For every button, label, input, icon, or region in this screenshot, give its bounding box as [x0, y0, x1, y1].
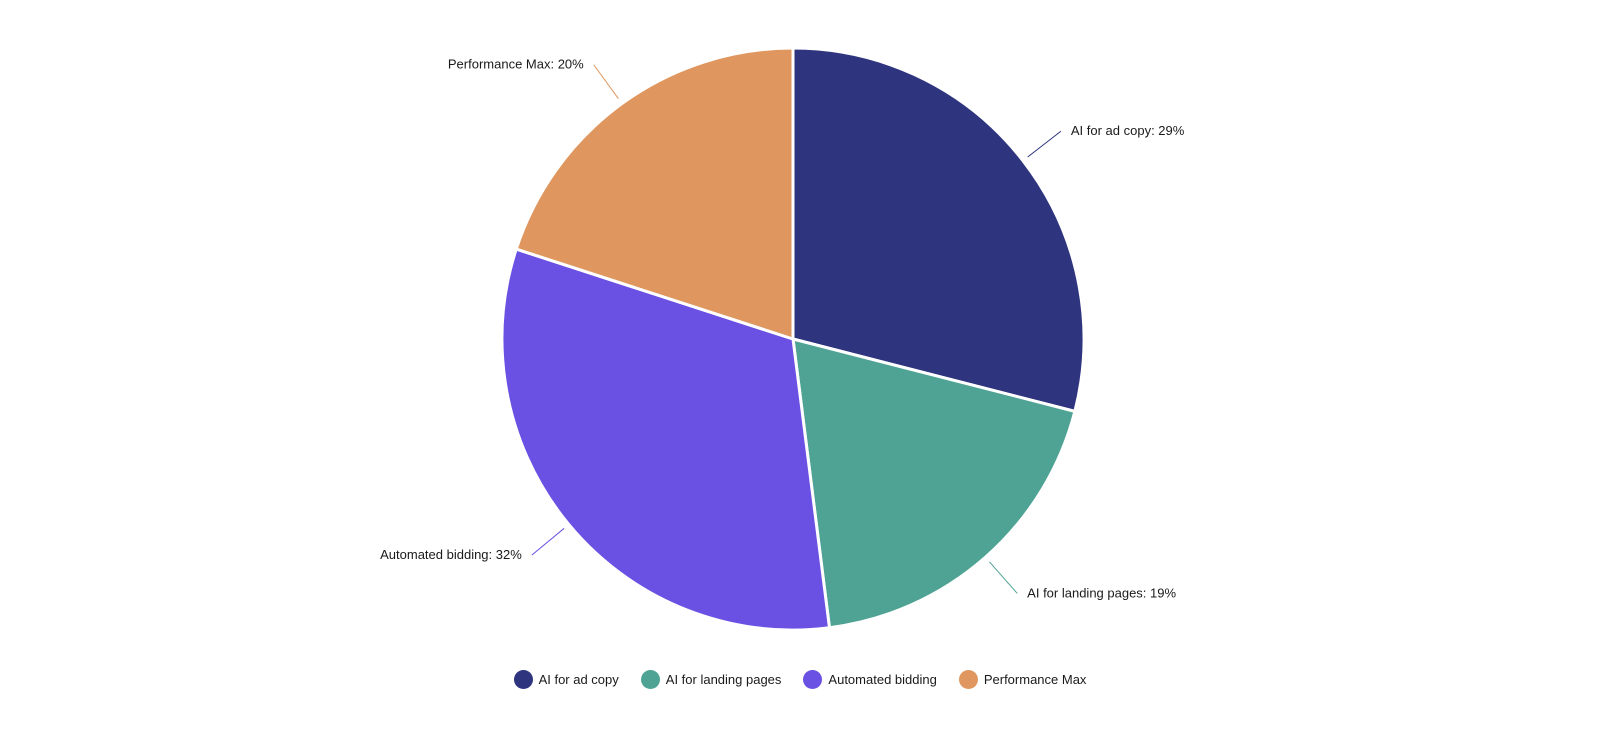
pie-slice-performance-max[interactable]	[514, 46, 795, 341]
slice-labels: AI for ad copy: 29% AI for landing pages:…	[380, 57, 1185, 601]
legend-label-ai-for-ad-copy: AI for ad copy	[538, 671, 619, 687]
legend-item-ai-for-ad-copy[interactable]: AI for ad copy	[513, 669, 619, 689]
pie-slice-ai-for-landing-pages[interactable]	[791, 337, 1077, 630]
pie-slices	[500, 46, 1086, 632]
leader-line-ai-for-ad-copy	[1027, 130, 1062, 158]
leader-line-ai-for-landing-pages	[989, 561, 1018, 594]
slice-label-performance-max: Performance Max: 20%	[448, 57, 584, 72]
legend-swatch-performance-max	[958, 669, 978, 689]
legend-swatch-ai-for-landing-pages	[640, 669, 660, 689]
legend-item-automated-bidding[interactable]: Automated bidding	[803, 669, 937, 689]
leader-line-performance-max	[593, 64, 619, 100]
legend-label-ai-for-landing-pages: AI for landing pages	[665, 671, 782, 687]
slice-label-automated-bidding: Automated bidding: 32%	[380, 547, 522, 562]
legend-item-ai-for-landing-pages[interactable]: AI for landing pages	[640, 669, 782, 689]
legend-swatch-automated-bidding	[803, 669, 823, 689]
slice-label-ai-for-ad-copy: AI for ad copy: 29%	[1071, 123, 1185, 138]
leader-lines	[531, 64, 1062, 594]
legend-item-performance-max[interactable]: Performance Max	[958, 669, 1087, 689]
pie-slice-automated-bidding[interactable]	[500, 247, 831, 632]
leader-line-automated-bidding	[531, 527, 565, 556]
legend-label-performance-max: Performance Max	[983, 671, 1087, 687]
slice-label-ai-for-landing-pages: AI for landing pages: 19%	[1027, 585, 1176, 600]
legend-swatch-ai-for-ad-copy	[513, 669, 533, 689]
legend: AI for ad copy AI for landing pages Auto…	[0, 668, 1600, 690]
legend-label-automated-bidding: Automated bidding	[828, 671, 937, 687]
pie-slice-ai-for-ad-copy[interactable]	[791, 46, 1086, 413]
